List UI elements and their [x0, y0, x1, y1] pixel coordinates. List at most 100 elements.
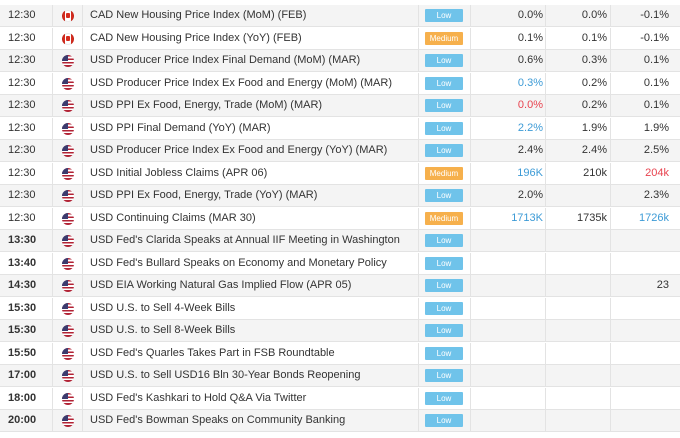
impact-badge: Low [425, 279, 463, 292]
column-divider [470, 387, 471, 409]
usa-flag-icon [62, 145, 74, 157]
event-time: 14:30 [8, 279, 37, 291]
column-divider [52, 207, 53, 229]
impact-badge: Low [425, 324, 463, 337]
usa-flag-icon [62, 122, 74, 135]
column-divider [610, 387, 611, 409]
column-divider [545, 252, 546, 274]
table-row[interactable]: 18:00 USD Fed's Kashkari to Hold Q&A Via … [0, 387, 680, 410]
event-time: 12:30 [8, 211, 36, 224]
previous-value: 23 [656, 279, 669, 291]
column-divider [470, 162, 471, 184]
event-name: USD EIA Working Natural Gas Implied Flow… [90, 279, 352, 291]
column-divider [470, 410, 471, 431]
actual-value [483, 320, 543, 341]
table-row[interactable]: 15:30 USD U.S. to Sell 4-Week Bills Low [0, 297, 680, 320]
column-divider [82, 320, 83, 341]
forecast-value [547, 365, 607, 386]
table-row[interactable]: 12:30 CAD New Housing Price Index (YoY) (… [0, 27, 680, 50]
column-divider [545, 342, 546, 364]
column-divider [52, 230, 53, 251]
column-divider [545, 50, 546, 71]
table-row[interactable]: 12:30 USD Producer Price Index Ex Food an… [0, 140, 680, 162]
column-divider [52, 95, 53, 116]
previous-value [609, 388, 669, 409]
column-divider [418, 140, 419, 161]
event-name: USD U.S. to Sell 4-Week Bills [90, 301, 236, 314]
previous-value: 204k [645, 166, 669, 179]
actual-value [483, 343, 543, 364]
table-row[interactable]: 12:30 USD Producer Price Index Final Dema… [0, 50, 680, 72]
impact-badge: Low [425, 189, 463, 202]
forecast-value: 1.9% [581, 121, 607, 134]
column-divider [418, 50, 419, 71]
usa-flag-icon [62, 100, 74, 112]
table-row[interactable]: 14:30 USD EIA Working Natural Gas Implied… [0, 275, 680, 297]
table-row[interactable]: 15:30 USD U.S. to Sell 8-Week Bills Low [0, 320, 680, 342]
usa-flag-icon [62, 415, 74, 427]
column-divider [418, 162, 419, 184]
usa-flag-icon [62, 190, 74, 202]
previous-value [609, 320, 669, 341]
event-time: 13:30 [8, 234, 37, 246]
actual-value: 0.0% [517, 99, 543, 111]
event-time: 12:30 [8, 144, 36, 156]
impact-badge: Low [425, 369, 463, 382]
actual-value: 0.3% [517, 76, 543, 89]
actual-value: 0.1% [517, 31, 543, 44]
actual-value: 196K [517, 166, 543, 179]
column-divider [418, 27, 419, 49]
column-divider [52, 410, 53, 431]
table-row[interactable]: 12:30 USD PPI Ex Food, Energy, Trade (YoY… [0, 185, 680, 207]
column-divider [52, 342, 53, 364]
table-row[interactable]: 15:50 USD Fed's Quarles Takes Part in FSB… [0, 342, 680, 365]
event-name: USD Fed's Bullard Speaks on Economy and … [90, 256, 387, 269]
usa-flag-icon [62, 55, 74, 67]
table-row[interactable]: 20:00 USD Fed's Bowman Speaks on Communit… [0, 410, 680, 432]
column-divider [470, 320, 471, 341]
table-row[interactable]: 13:40 USD Fed's Bullard Speaks on Economy… [0, 252, 680, 275]
previous-value: 2.3% [643, 189, 669, 201]
column-divider [470, 365, 471, 386]
column-divider [418, 410, 419, 431]
table-row[interactable]: 12:30 USD PPI Final Demand (YoY) (MAR) Low… [0, 117, 680, 140]
forecast-value: 210k [583, 166, 607, 179]
actual-value: 0.0% [517, 9, 543, 21]
usa-flag-icon [62, 347, 74, 360]
column-divider [418, 297, 419, 319]
column-divider [610, 297, 611, 319]
impact-badge: Low [425, 256, 463, 270]
column-divider [470, 230, 471, 251]
column-divider [610, 252, 611, 274]
column-divider [610, 162, 611, 184]
column-divider [418, 185, 419, 206]
actual-value [483, 410, 543, 431]
column-divider [52, 387, 53, 409]
column-divider [545, 117, 546, 139]
canada-flag-icon [62, 32, 74, 45]
column-divider [470, 27, 471, 49]
column-divider [545, 230, 546, 251]
table-row[interactable]: 12:30 USD Continuing Claims (MAR 30) Mediu… [0, 207, 680, 230]
column-divider [470, 185, 471, 206]
event-name: USD U.S. to Sell 8-Week Bills [90, 324, 236, 336]
table-row[interactable]: 12:30 USD PPI Ex Food, Energy, Trade (MoM… [0, 95, 680, 117]
actual-value [483, 388, 543, 409]
table-row[interactable]: 12:30 USD Producer Price Index Ex Food an… [0, 72, 680, 95]
column-divider [52, 72, 53, 94]
table-row[interactable]: 17:00 USD U.S. to Sell USD16 Bln 30-Year … [0, 365, 680, 387]
column-divider [82, 27, 83, 49]
table-row[interactable]: 12:30 CAD New Housing Price Index (MoM) (… [0, 5, 680, 27]
column-divider [545, 410, 546, 431]
column-divider [52, 50, 53, 71]
column-divider [610, 95, 611, 116]
forecast-value [547, 410, 607, 431]
event-name: CAD New Housing Price Index (YoY) (FEB) [90, 31, 302, 44]
event-time: 12:30 [8, 31, 36, 44]
column-divider [545, 320, 546, 341]
table-row[interactable]: 13:30 USD Fed's Clarida Speaks at Annual … [0, 230, 680, 252]
usa-flag-icon [62, 167, 74, 180]
forecast-value: 0.0% [581, 9, 607, 21]
table-row[interactable]: 12:30 USD Initial Jobless Claims (APR 06)… [0, 162, 680, 185]
